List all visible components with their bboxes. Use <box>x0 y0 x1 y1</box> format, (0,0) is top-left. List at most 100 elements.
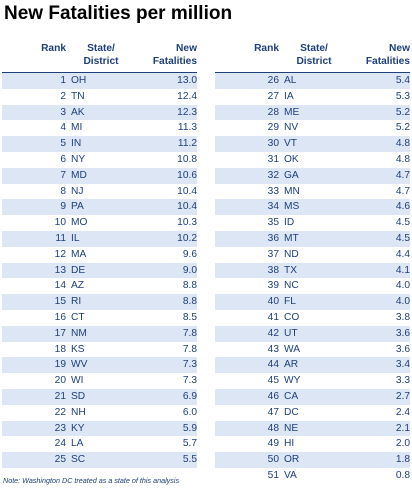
table-row: 12 MA 9.6 <box>2 247 197 263</box>
state-cell: KS <box>71 343 85 355</box>
rank-cell: 12 <box>54 248 66 260</box>
state-cell: NC <box>284 280 299 292</box>
rank-cell: 16 <box>54 311 66 323</box>
table-row: 11 IL 10.2 <box>2 230 197 247</box>
table-row: 7 MD 10.6 <box>2 167 197 184</box>
rank-cell: 4 <box>60 122 66 134</box>
table-row: 4 MI 11.3 <box>2 120 197 136</box>
rank-header: Rank <box>2 42 71 73</box>
table-row: 33 MN 4.7 <box>215 184 410 200</box>
table-row: 10 MO 10.3 <box>2 215 197 231</box>
fatalities-cell: 4.1 <box>344 262 410 279</box>
state-cell: TX <box>284 262 344 279</box>
fatalities-cell: 5.9 <box>131 420 197 437</box>
rank-cell: 30 <box>215 136 284 152</box>
rank-cell: 8 <box>60 185 66 197</box>
table-row: 3 AK 12.3 <box>2 104 197 121</box>
rank-cell: 45 <box>267 375 279 387</box>
page-title: New Fatalities per million <box>4 3 233 24</box>
rank-cell: 18 <box>54 343 66 355</box>
table-row: 27 IA 5.3 <box>215 89 410 105</box>
state-header: State/District <box>284 42 344 73</box>
state-cell: VT <box>284 136 344 152</box>
table-row: 20 WI 7.3 <box>2 373 197 389</box>
rank-cell: 24 <box>54 438 66 450</box>
table-row: 25 SC 5.5 <box>2 452 197 468</box>
table-row: 29 NV 5.2 <box>215 120 410 136</box>
table-row: 30 VT 4.8 <box>215 136 410 152</box>
table-row: 8 NJ 10.4 <box>2 184 197 200</box>
state-cell: FL <box>284 294 344 310</box>
table-row: 19 WV 7.3 <box>2 357 197 374</box>
state-cell: MI <box>71 122 83 134</box>
state-cell: VA <box>284 469 297 481</box>
fatalities-cell: 3.4 <box>344 357 410 374</box>
table-header-row: Rank State/District New Fatalities <box>2 42 197 73</box>
fatalities-cell: 4.4 <box>395 248 410 260</box>
rank-cell: 17 <box>2 325 71 342</box>
rank-cell: 31 <box>267 153 279 165</box>
fatalities-cell: 11.2 <box>131 136 197 152</box>
fatalities-cell: 4.5 <box>344 230 410 247</box>
rank-cell: 33 <box>267 185 279 197</box>
rank-cell: 43 <box>267 343 279 355</box>
table-row: 39 NC 4.0 <box>215 278 410 294</box>
fatalities-table-right: Rank State/District New Fatalities 26 AL 5.… <box>215 42 410 484</box>
rank-cell: 10 <box>54 217 66 229</box>
state-cell: ND <box>284 248 299 260</box>
fatalities-cell: 3.8 <box>395 311 410 323</box>
state-cell: NM <box>71 325 131 342</box>
table-row: 35 ID 4.5 <box>215 215 410 231</box>
fatalities-header-line1: New <box>389 43 410 54</box>
rank-cell: 13 <box>2 262 71 279</box>
table-body-right: 26 AL 5.4 27 IA 5.3 28 ME 5.2 29 NV 5.2 30 VT 4.8 31 OK 4… <box>215 72 410 484</box>
fatalities-cell: 12.4 <box>177 90 197 102</box>
table-row: 24 LA 5.7 <box>2 436 197 452</box>
table-row: 41 CO 3.8 <box>215 310 410 326</box>
table-row: 1 OH 13.0 <box>2 72 197 89</box>
state-cell: MN <box>284 185 300 197</box>
state-cell: OK <box>284 153 299 165</box>
rank-cell: 5 <box>2 136 71 152</box>
table-row: 34 MS 4.6 <box>215 199 410 216</box>
fatalities-cell: 6.9 <box>131 388 197 405</box>
table-row: 51 VA 0.8 <box>215 468 410 484</box>
fatalities-cell: 11.3 <box>177 122 197 134</box>
fatalities-cell: 4.5 <box>395 217 410 229</box>
fatalities-cell: 13.0 <box>131 72 197 89</box>
table-row: 36 MT 4.5 <box>215 230 410 247</box>
fatalities-cell: 4.7 <box>395 185 410 197</box>
fatalities-cell: 3.3 <box>395 375 410 387</box>
rank-cell: 37 <box>267 248 279 260</box>
rank-cell: 40 <box>215 294 284 310</box>
fatalities-cell: 6.0 <box>182 406 197 418</box>
state-cell: LA <box>71 438 84 450</box>
rank-cell: 38 <box>215 262 284 279</box>
fatalities-cell: 8.8 <box>131 294 197 310</box>
state-cell: SD <box>71 388 131 405</box>
fatalities-cell: 7.8 <box>182 343 197 355</box>
table-row: 46 CA 2.7 <box>215 388 410 405</box>
rank-cell: 11 <box>2 230 71 247</box>
rank-cell: 20 <box>54 375 66 387</box>
table-row: 31 OK 4.8 <box>215 152 410 168</box>
rank-cell: 26 <box>215 72 284 89</box>
fatalities-cell: 5.2 <box>395 122 410 134</box>
state-cell: PA <box>71 199 131 216</box>
table-row: 18 KS 7.8 <box>2 342 197 358</box>
rank-cell: 22 <box>54 406 66 418</box>
state-cell: CT <box>71 311 85 323</box>
table-row: 16 CT 8.5 <box>2 310 197 326</box>
state-cell: IA <box>284 90 294 102</box>
fatalities-cell: 5.2 <box>344 104 410 121</box>
state-cell: OR <box>284 452 344 468</box>
fatalities-cell: 2.4 <box>395 406 410 418</box>
state-cell: GA <box>284 167 344 184</box>
state-cell: ME <box>284 104 344 121</box>
state-cell: MO <box>71 217 88 229</box>
table-row: 47 DC 2.4 <box>215 405 410 421</box>
fatalities-cell: 9.0 <box>131 262 197 279</box>
state-header: State/District <box>71 42 131 73</box>
fatalities-cell: 2.1 <box>344 420 410 437</box>
rank-cell: 47 <box>267 406 279 418</box>
